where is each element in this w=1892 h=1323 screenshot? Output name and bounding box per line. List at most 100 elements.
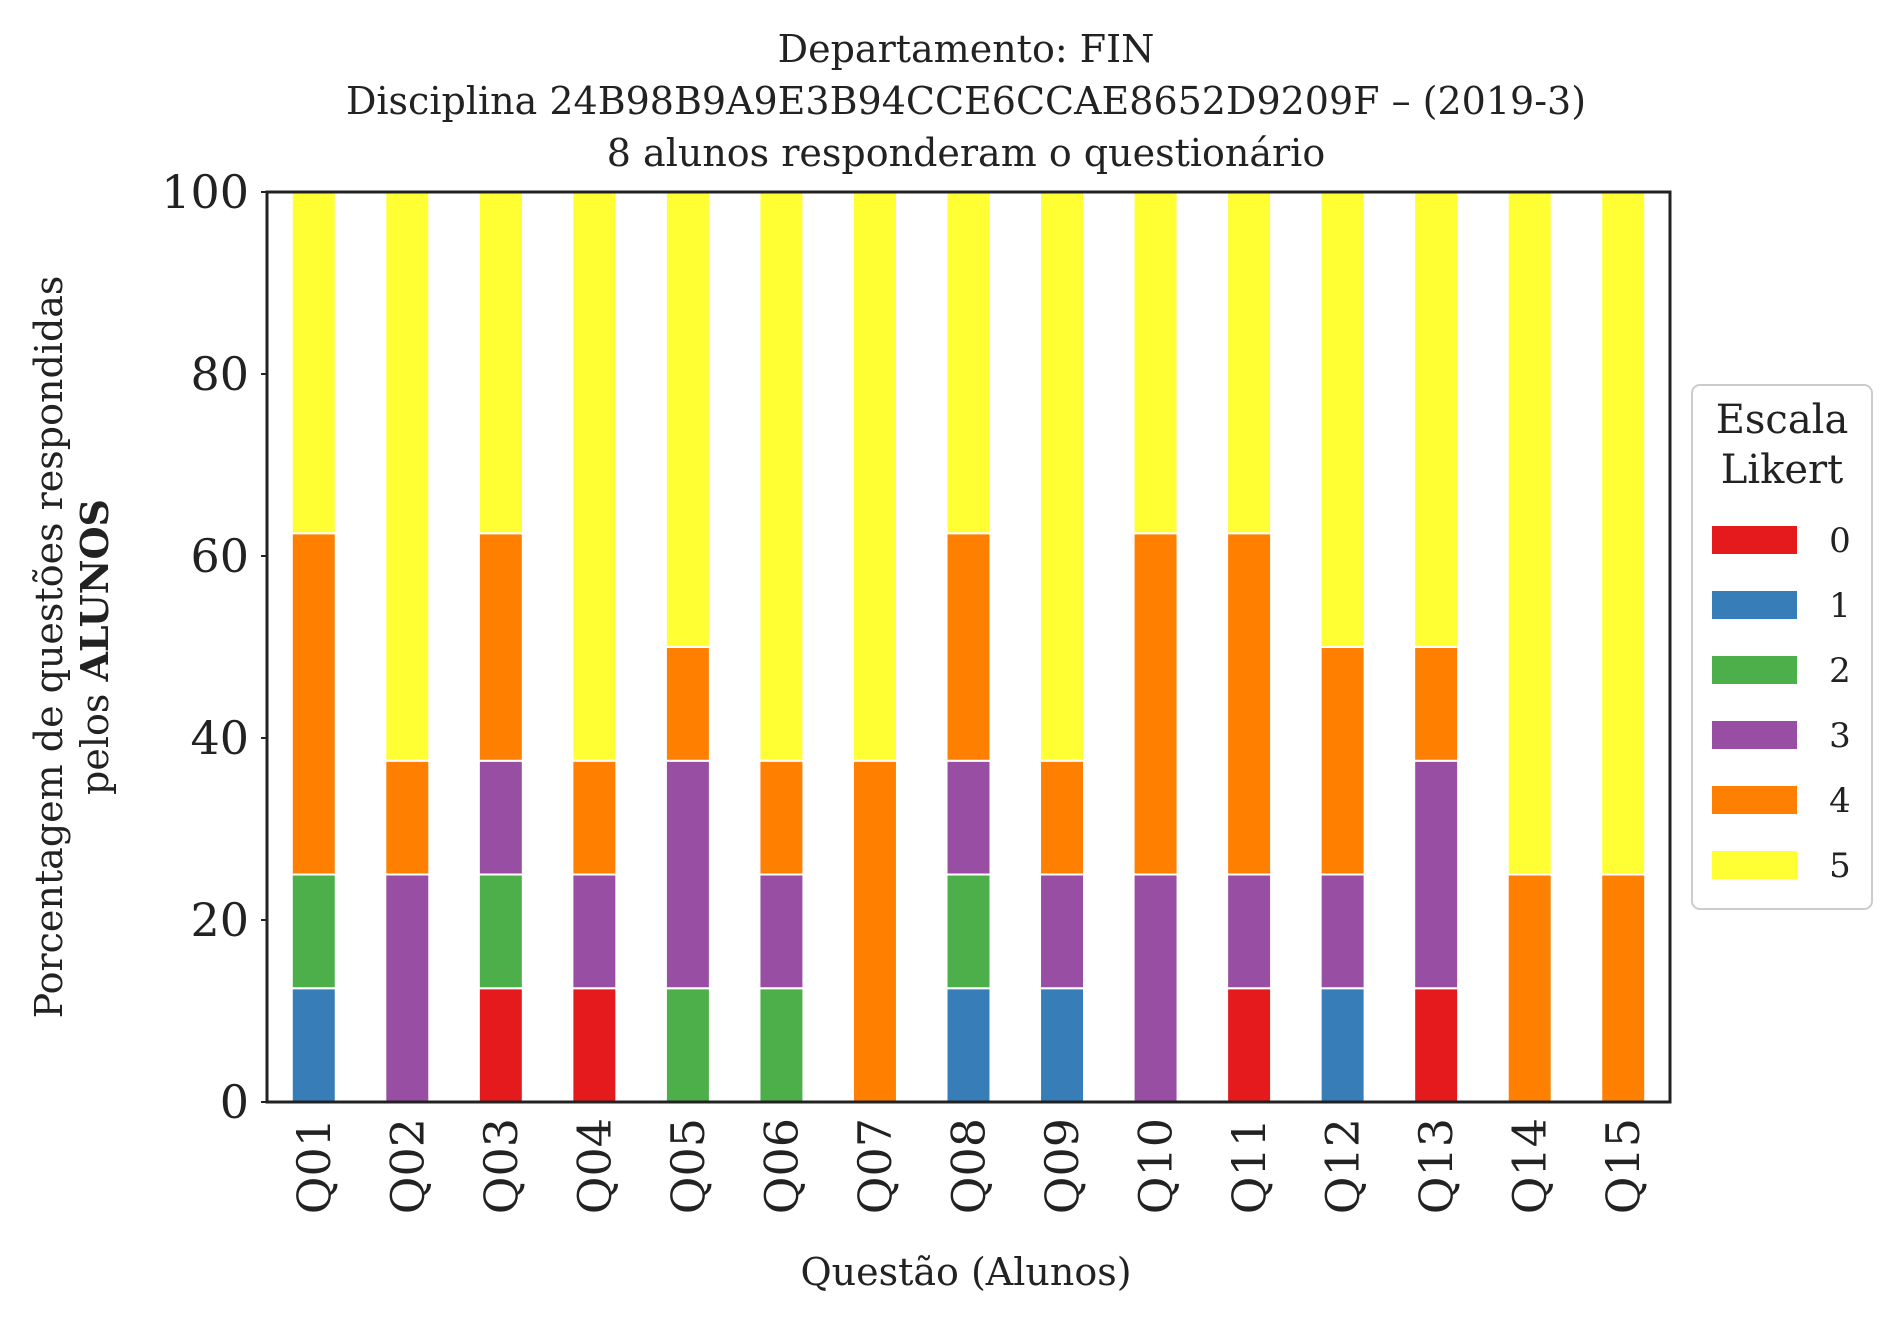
- bar-q03-level-2: [477, 873, 524, 990]
- bar-q05-level-3: [664, 759, 711, 990]
- bar-q10-level-5: [1132, 191, 1179, 535]
- bar-q14-level-5: [1506, 191, 1553, 876]
- bar-q04-level-5: [571, 191, 618, 762]
- x-tick-label-q05: Q05: [661, 1118, 715, 1214]
- legend-label-4: 4: [1829, 781, 1851, 821]
- bar-q03-level-0: [477, 987, 524, 1103]
- x-tick-label-q06: Q06: [754, 1118, 808, 1214]
- y-tick-label-0: 0: [220, 1075, 249, 1129]
- legend-swatch-4: [1712, 786, 1797, 814]
- bar-q02-level-5: [384, 191, 431, 762]
- y-tick-label-20: 20: [190, 893, 249, 947]
- legend-items: 0 1 2 3 4 5: [1712, 521, 1851, 886]
- x-axis-label: Questão (Alunos): [800, 1250, 1131, 1294]
- legend-swatch-5: [1712, 851, 1797, 879]
- bar-q02-level-4: [384, 759, 431, 876]
- y-axis-label: Porcentagem de questões respondidas pelo…: [27, 276, 117, 1019]
- bar-q10-level-3: [1132, 873, 1179, 1103]
- bar-q01-level-5: [290, 191, 337, 535]
- y-axis-label-prefix: pelos: [73, 682, 117, 795]
- legend-title-line-1: Escala: [1716, 397, 1849, 443]
- bar-q06-level-5: [758, 191, 805, 762]
- bar-q15-level-5: [1600, 191, 1647, 876]
- bar-q05-level-5: [664, 191, 711, 648]
- x-axis-ticks: Q01 Q02 Q03 Q04 Q05 Q06 Q07 Q08 Q09 Q10 Q11 Q12 Q13 Q…: [287, 1118, 1650, 1214]
- legend-title-line-2: Likert: [1721, 447, 1843, 493]
- bar-q11-level-3: [1226, 873, 1273, 990]
- x-tick-label-q07: Q07: [848, 1118, 902, 1214]
- bar-q10-level-4: [1132, 532, 1179, 876]
- bar-q15-level-4: [1600, 873, 1647, 1103]
- bar-q08-level-5: [945, 191, 992, 535]
- bar-q01-level-4: [290, 532, 337, 876]
- bar-q12-level-5: [1319, 191, 1366, 648]
- chart-title-line-3: 8 alunos responderam o questionário: [607, 131, 1325, 175]
- bar-q01-level-2: [290, 873, 337, 990]
- x-tick-label-q08: Q08: [942, 1118, 996, 1214]
- bar-q06-level-3: [758, 873, 805, 990]
- bar-q08-level-1: [945, 987, 992, 1103]
- bar-q08-level-3: [945, 759, 992, 876]
- legend-box: [1691, 384, 1873, 910]
- bar-q01-level-1: [290, 987, 337, 1103]
- bar-q09-level-1: [1039, 987, 1086, 1103]
- x-tick-label-q15: Q15: [1596, 1118, 1650, 1214]
- legend-swatch-0: [1712, 526, 1797, 554]
- chart-title-line-1: Departamento: FIN: [778, 27, 1155, 71]
- legend-label-5: 5: [1829, 846, 1851, 886]
- bar-q12-level-1: [1319, 987, 1366, 1103]
- y-axis-label-line-1: Porcentagem de questões respondidas: [27, 276, 71, 1019]
- x-tick-label-q10: Q10: [1129, 1118, 1183, 1214]
- chart-title-line-2: Disciplina 24B98B9A9E3B94CCE6CCAE8652D92…: [346, 79, 1586, 123]
- bar-q03-level-5: [477, 191, 524, 535]
- legend-label-2: 2: [1829, 651, 1851, 691]
- bar-q04-level-0: [571, 987, 618, 1103]
- legend-label-3: 3: [1829, 716, 1851, 756]
- bar-q03-level-4: [477, 532, 524, 762]
- x-tick-label-q13: Q13: [1409, 1118, 1463, 1214]
- y-tick-label-40: 40: [190, 711, 249, 765]
- bar-q13-level-0: [1413, 987, 1460, 1103]
- x-tick-label-q09: Q09: [1035, 1118, 1089, 1214]
- y-axis-ticks: 0 20 40 60 80 100: [161, 165, 267, 1129]
- y-tick-label-100: 100: [161, 165, 249, 219]
- x-tick-label-q14: Q14: [1503, 1118, 1557, 1214]
- y-tick-label-80: 80: [190, 347, 249, 401]
- legend-label-0: 0: [1829, 521, 1851, 561]
- bar-q03-level-3: [477, 759, 524, 876]
- x-tick-label-q12: Q12: [1316, 1118, 1370, 1214]
- bar-q11-level-4: [1226, 532, 1273, 876]
- bar-q06-level-2: [758, 987, 805, 1103]
- bar-q09-level-4: [1039, 759, 1086, 876]
- x-tick-label-q01: Q01: [287, 1118, 341, 1214]
- bar-q02-level-3: [384, 873, 431, 1103]
- legend: Escala Likert 0 1 2 3 4 5: [1691, 384, 1873, 910]
- bar-q11-level-5: [1226, 191, 1273, 535]
- x-tick-label-q04: Q04: [567, 1118, 621, 1214]
- plot-frame: [265, 190, 1672, 1104]
- bar-q13-level-3: [1413, 759, 1460, 990]
- x-tick-label-q03: Q03: [474, 1118, 528, 1214]
- bar-q12-level-4: [1319, 646, 1366, 876]
- y-axis-label-bold: ALUNOS: [72, 499, 117, 683]
- legend-swatch-3: [1712, 721, 1797, 749]
- legend-label-1: 1: [1829, 586, 1851, 626]
- bar-q06-level-4: [758, 759, 805, 876]
- bar-q13-level-5: [1413, 191, 1460, 648]
- bar-q07-level-5: [851, 191, 898, 762]
- bar-q09-level-3: [1039, 873, 1086, 990]
- bar-q04-level-4: [571, 759, 618, 876]
- bar-q14-level-4: [1506, 873, 1553, 1103]
- bar-q09-level-5: [1039, 191, 1086, 762]
- bar-q13-level-4: [1413, 646, 1460, 762]
- legend-swatch-1: [1712, 591, 1797, 619]
- chart-title: Departamento: FIN Disciplina 24B98B9A9E3…: [346, 27, 1586, 175]
- bar-q05-level-2: [664, 987, 711, 1103]
- bar-q05-level-4: [664, 646, 711, 762]
- bar-q07-level-4: [851, 759, 898, 1103]
- bar-q12-level-3: [1319, 873, 1366, 990]
- legend-swatch-2: [1712, 656, 1797, 684]
- x-tick-label-q11: Q11: [1222, 1118, 1276, 1214]
- x-tick-label-q02: Q02: [380, 1118, 434, 1214]
